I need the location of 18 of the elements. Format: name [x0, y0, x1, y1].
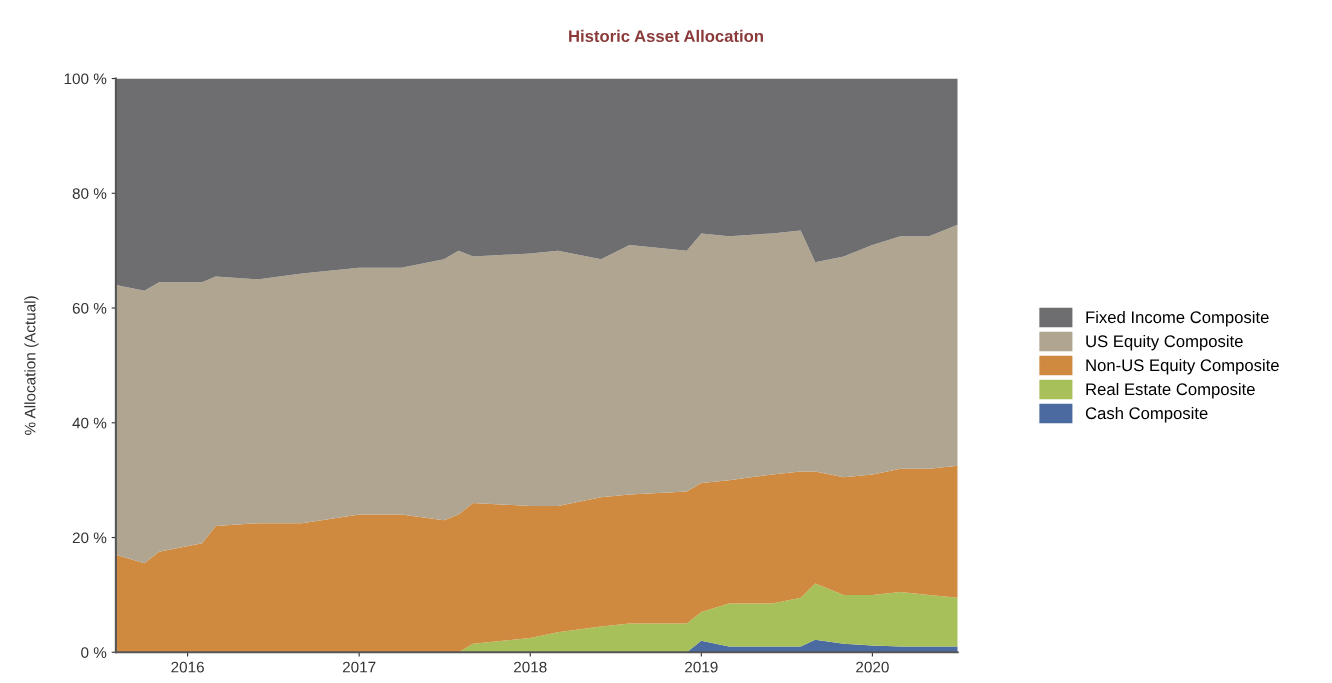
legend-label: Non-US Equity Composite — [1086, 358, 1279, 375]
x-tick-label: 2016 — [171, 661, 204, 673]
x-tick-label: 2018 — [514, 661, 547, 673]
x-tick-label: 2019 — [685, 661, 718, 673]
y-tick-label: 60 % — [72, 302, 107, 314]
legend-label: Fixed Income Composite — [1086, 310, 1269, 327]
y-tick-label: 80 % — [72, 188, 107, 199]
y-tick-label: 100 % — [64, 73, 107, 85]
y-tick-label: 20 % — [72, 532, 107, 544]
legend-label: Cash Composite — [1085, 406, 1208, 423]
y-tick-label: 0 % — [81, 647, 107, 658]
legend-label: Real Estate Composite — [1086, 382, 1255, 399]
legend-label: US Equity Composite — [1086, 334, 1243, 351]
x-tick-label: 2020 — [856, 661, 889, 673]
x-tick-label: 2017 — [342, 661, 376, 673]
y-axis-title: % Allocation (Actual) — [24, 296, 39, 435]
chart-title: Historic Asset Allocation — [569, 29, 763, 43]
y-tick-label: 40 % — [72, 417, 107, 429]
